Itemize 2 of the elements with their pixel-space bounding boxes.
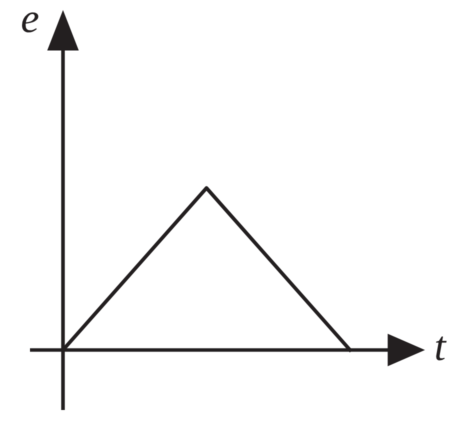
y-axis-title: e bbox=[22, 12, 38, 32]
x-axis-title: t bbox=[436, 336, 447, 360]
